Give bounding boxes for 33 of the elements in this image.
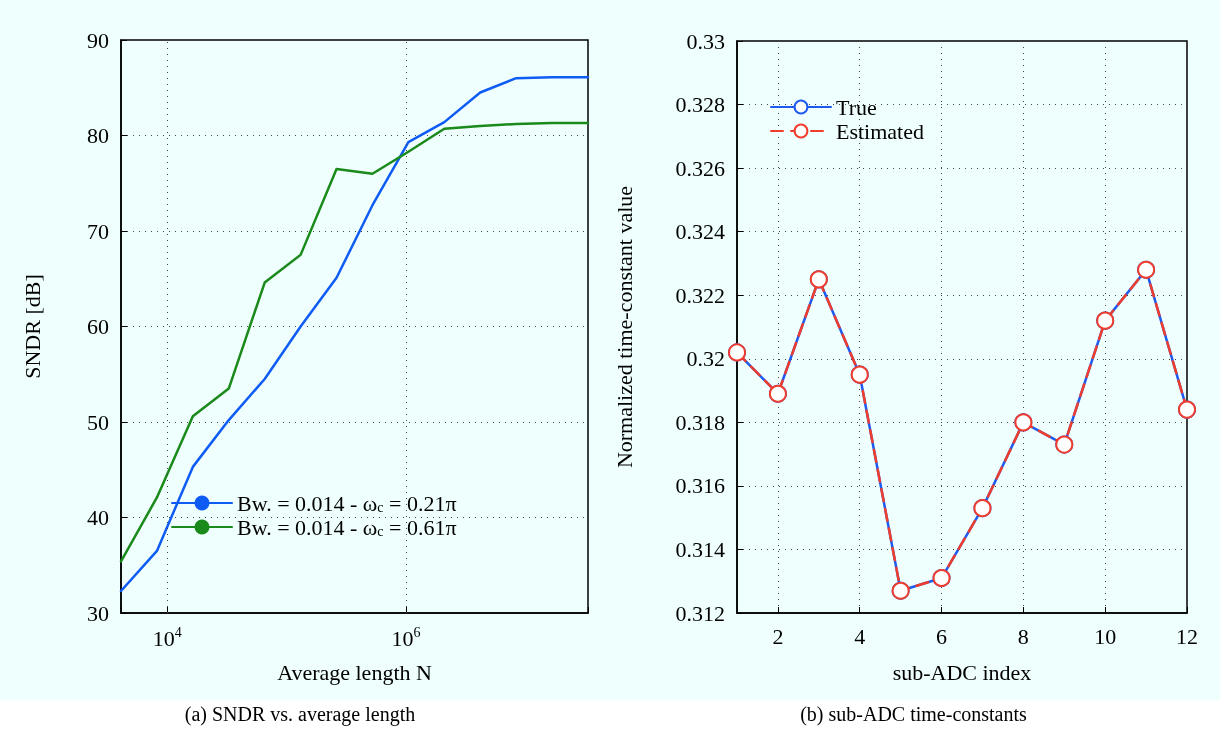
y-tick-label: 30 xyxy=(87,600,109,626)
y-tick-label: 70 xyxy=(87,218,109,244)
x-tick-label: 10 xyxy=(1094,623,1117,649)
y-tick-label: 0.322 xyxy=(675,282,725,308)
x-tick-label: 12 xyxy=(1176,623,1198,649)
y-tick-label: 0.312 xyxy=(675,600,725,626)
y-axis-title: SNDR [dB] xyxy=(19,274,45,379)
y-tick-label: 0.328 xyxy=(675,92,725,118)
y-tick-label: 0.33 xyxy=(686,28,725,54)
x-tick-label: 6 xyxy=(936,623,948,649)
x-tick-label: 2 xyxy=(772,623,784,649)
y-tick-label: 0.324 xyxy=(675,219,725,245)
y-tick-label: 0.318 xyxy=(675,409,725,435)
legend-label: Estimated xyxy=(836,118,924,144)
y-tick-label: 0.314 xyxy=(675,536,725,562)
y-tick-label: 0.326 xyxy=(675,155,725,181)
y-tick-label: 50 xyxy=(87,409,109,435)
y-tick-label: 40 xyxy=(87,505,109,530)
legend-label: Bw. = 0.014 - ωc = 0.21π xyxy=(237,490,457,516)
legend-label: True xyxy=(836,94,877,120)
legend-label: Bw. = 0.014 - ωc = 0.61π xyxy=(237,514,457,540)
y-tick-label: 0.316 xyxy=(675,473,725,499)
y-tick-label: 80 xyxy=(87,123,109,148)
y-tick-label: 0.32 xyxy=(686,346,725,372)
text: (a) SNDR vs. average length xyxy=(184,703,416,726)
x-tick-label: 8 xyxy=(1017,623,1029,649)
y-tick-label: 60 xyxy=(87,314,109,339)
y-axis-title: Normalized time-constant value xyxy=(611,185,637,469)
x-axis-title: sub-ADC index xyxy=(892,659,1032,685)
x-axis-title: Average length N xyxy=(277,659,432,685)
y-tick-label: 90 xyxy=(87,27,109,53)
text: (b) sub-ADC time-constants xyxy=(800,703,1028,726)
x-tick-label: 4 xyxy=(854,623,866,649)
